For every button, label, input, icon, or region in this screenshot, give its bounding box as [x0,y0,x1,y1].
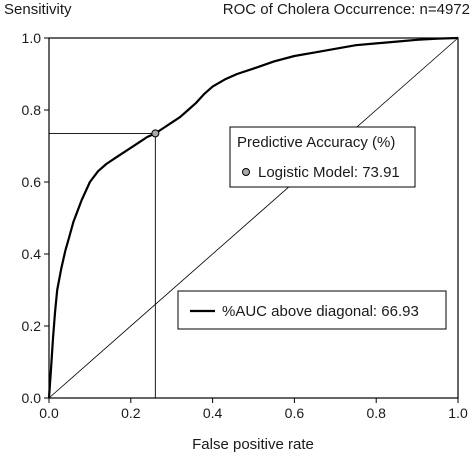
x-axis-title: False positive rate [192,436,314,453]
y-tick-label: 1.0 [22,30,42,46]
x-tick-label: 0.6 [285,405,305,421]
diagonal-reference-line [48,37,459,399]
y-axis-title: Sensitivity [4,1,72,18]
legend-accuracy-title: Predictive Accuracy (%) [237,134,395,151]
x-tick-label: 0.0 [39,405,59,421]
legend-auc-box [177,290,447,330]
legend-marker-icon [242,168,250,176]
legend-predictive-accuracy: Predictive Accuracy (%) Logistic Model: … [229,126,416,188]
y-tick-label: 0.6 [22,174,42,190]
y-tick-label: 0.2 [22,318,42,334]
y-tick-label: 0.8 [22,102,42,118]
x-tick-label: 1.0 [448,405,468,421]
y-axis-ticks: 0.0 0.2 0.4 0.6 0.8 1.0 [22,30,49,406]
legend-accuracy-entry: Logistic Model: 73.91 [258,164,400,181]
legend-auc-entry: %AUC above diagonal: 66.93 [222,303,419,320]
cutoff-marker-point [151,129,160,138]
x-tick-label: 0.8 [366,405,386,421]
x-axis-ticks: 0.0 0.2 0.4 0.6 0.8 1.0 [39,398,468,421]
legend-accuracy-box [229,126,416,188]
y-tick-label: 0.0 [22,390,42,406]
y-tick-label: 0.4 [22,246,42,262]
legend-auc: %AUC above diagonal: 66.93 [177,290,447,330]
x-tick-label: 0.4 [203,405,223,421]
x-tick-label: 0.2 [121,405,141,421]
chart-title: ROC of Cholera Occurrence: n=4972 [223,1,470,18]
